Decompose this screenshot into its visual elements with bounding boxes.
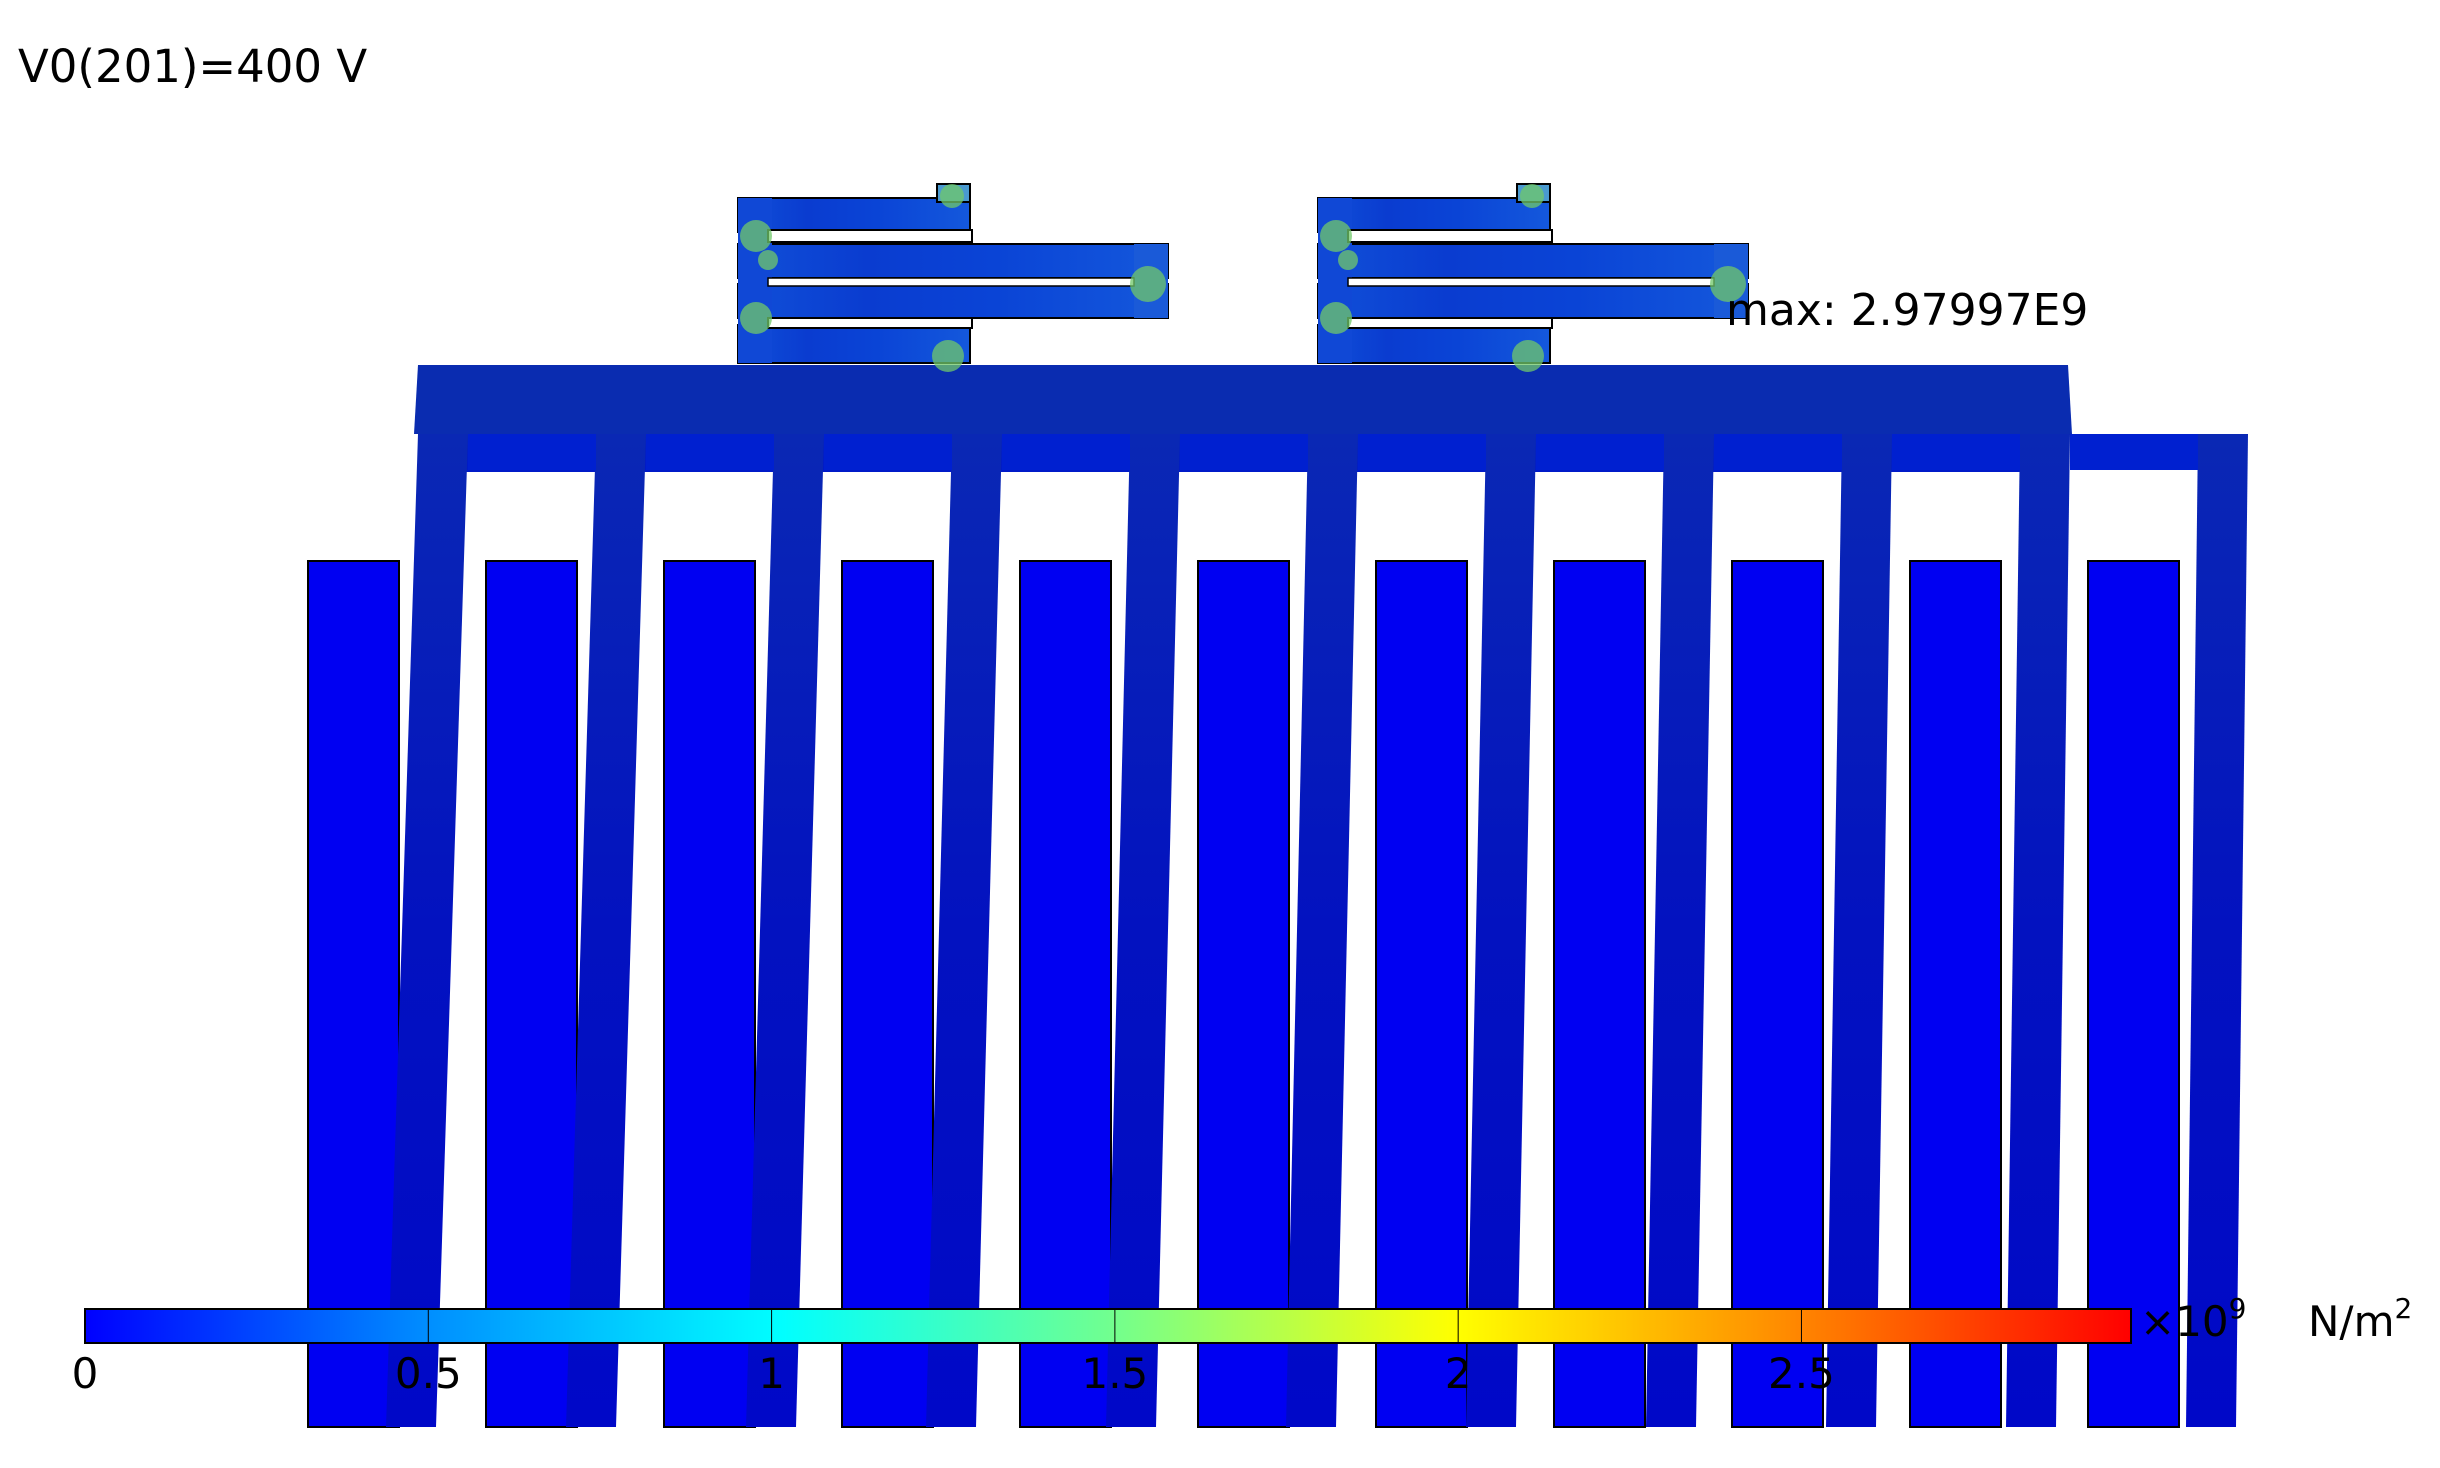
colorbar: 0 0.5 1 1.5 2 2.5 ×109 N/m2 <box>72 1292 2413 1398</box>
stress-hot-spot <box>1320 302 1352 334</box>
colorbar-scale <box>84 1308 2132 1344</box>
colorbar-tick-label: 2.5 <box>1768 1349 1835 1398</box>
rotor-finger <box>1106 434 1180 1427</box>
stator-finger <box>1909 560 2002 1428</box>
rotor-finger <box>566 434 646 1427</box>
stator-fingers <box>307 560 2180 1428</box>
stator-finger <box>307 560 400 1428</box>
rotor-finger <box>1286 434 1358 1427</box>
folded-spring <box>1317 183 1749 372</box>
spring-slot <box>767 317 973 329</box>
stress-hot-spot <box>1520 184 1544 208</box>
spring-slot <box>1347 229 1553 243</box>
rotor-fingers <box>386 434 2248 1427</box>
rotor-top-beam <box>414 365 2072 434</box>
colorbar-tick-label: 1 <box>758 1349 785 1398</box>
stator-finger <box>1197 560 1290 1428</box>
colorbar-tick-label: 0 <box>72 1349 99 1398</box>
rotor-finger <box>2006 434 2070 1427</box>
stress-hot-spot <box>932 340 964 372</box>
folded-springs <box>737 183 1749 372</box>
colorbar-ticks: 0 0.5 1 1.5 2 2.5 <box>72 1309 1835 1398</box>
stator-finger <box>1553 560 1646 1428</box>
spring-beam <box>1317 283 1749 319</box>
parameter-label: V0(201)=400 V <box>18 40 367 93</box>
stator-finger <box>663 560 756 1428</box>
stress-hot-spot <box>1320 220 1352 252</box>
rotor-gap-shadow <box>1714 434 1842 470</box>
spring-beam <box>1317 324 1551 364</box>
rotor-finger <box>386 434 468 1427</box>
spring-slot <box>1347 277 1715 287</box>
spring-slot <box>767 277 1135 287</box>
rotor-gap-shadow <box>2070 434 2198 470</box>
rotor-gap-shadow <box>1536 434 1664 470</box>
colorbar-tick-label: 1.5 <box>1081 1349 1148 1398</box>
spring-beam <box>737 283 1169 319</box>
spring-beam <box>737 324 971 364</box>
rotor-gap-shadow <box>1180 434 1308 470</box>
stress-hot-spot <box>1338 250 1358 270</box>
stress-hot-spot <box>1710 266 1746 302</box>
stator-finger <box>841 560 934 1428</box>
rotor-frame <box>386 365 2248 1427</box>
rotor-finger <box>926 434 1002 1427</box>
colorbar-multiplier: ×109 <box>2140 1292 2246 1346</box>
rotor-finger <box>746 434 824 1427</box>
colorbar-tick-label: 2 <box>1445 1349 1472 1398</box>
colorbar-tick-label: 0.5 <box>395 1349 462 1398</box>
stator-finger <box>485 560 578 1428</box>
stress-hot-spot <box>740 302 772 334</box>
stator-finger <box>1375 560 1468 1428</box>
rotor-finger <box>2186 434 2248 1427</box>
stress-hot-spot <box>1130 266 1166 302</box>
stress-hot-spot <box>1512 340 1544 372</box>
rotor-gap-shadow <box>1002 434 1130 470</box>
rotor-gap-shadow <box>1892 434 2020 470</box>
rotor-finger <box>1466 434 1536 1427</box>
folded-spring <box>737 183 1169 372</box>
stator-finger <box>2087 560 2180 1428</box>
rotor-gap-shadow <box>824 434 952 470</box>
rotor-gap-shadow <box>468 434 596 470</box>
stator-finger <box>1731 560 1824 1428</box>
spring-beam <box>737 197 971 233</box>
stator-finger <box>1019 560 1112 1428</box>
rotor-gap-shadow <box>1358 434 1486 470</box>
rotor-finger <box>1826 434 1892 1427</box>
stress-hot-spot <box>940 184 964 208</box>
stress-hot-spot <box>740 220 772 252</box>
max-stress-label: max: 2.97997E9 <box>1726 285 2088 336</box>
colorbar-unit: N/m2 <box>2308 1292 2412 1346</box>
stress-hot-spot <box>758 250 778 270</box>
spring-beam <box>1317 243 1749 279</box>
rotor-finger <box>1646 434 1714 1427</box>
spring-slot <box>1347 317 1553 329</box>
rotor-gap-shadow <box>646 434 774 470</box>
spring-beam <box>737 243 1169 279</box>
spring-beam <box>1317 197 1551 233</box>
spring-slot <box>767 229 973 243</box>
